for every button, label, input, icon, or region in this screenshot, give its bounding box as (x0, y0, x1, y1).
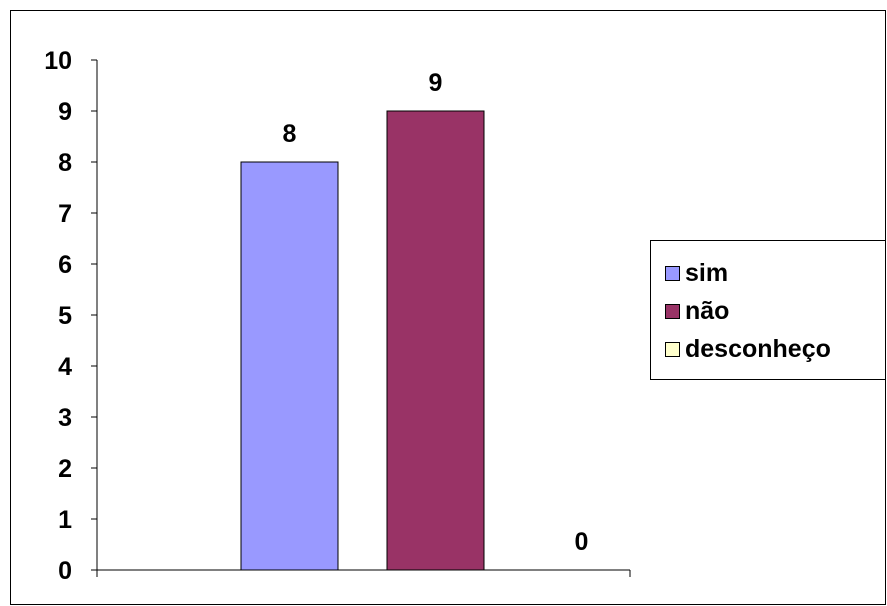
legend-item-sim: sim (665, 258, 728, 288)
legend-item-desconheco: desconheço (665, 334, 831, 364)
y-tick-label-3: 3 (58, 404, 72, 432)
y-tick-label-8: 8 (58, 149, 72, 177)
bars (240, 110, 485, 571)
y-tick-label-2: 2 (58, 455, 72, 483)
legend-label-nao: não (685, 296, 730, 325)
y-tick-label-0: 0 (58, 557, 72, 585)
legend-swatch-desconheco (665, 341, 680, 357)
y-tick-label-6: 6 (58, 251, 72, 279)
bar-sim (240, 161, 339, 571)
chart-legend: sim não desconheço (650, 240, 886, 380)
data-label-desconheco: 0 (575, 528, 589, 556)
y-tick-label-10: 10 (44, 47, 72, 75)
y-tick-label-9: 9 (58, 98, 72, 126)
data-label-nao: 9 (429, 69, 443, 97)
y-tick-label-4: 4 (58, 353, 72, 381)
y-tick-label-5: 5 (58, 302, 72, 330)
legend-label-sim: sim (685, 258, 729, 287)
legend-swatch-sim (665, 265, 680, 281)
legend-swatch-nao (665, 303, 680, 319)
y-tick-label-1: 1 (58, 506, 72, 534)
bar-nao (386, 110, 485, 571)
y-axis: 0 1 2 3 4 5 6 7 8 9 10 (44, 47, 98, 585)
legend-item-nao: não (665, 296, 729, 326)
y-tick-label-7: 7 (58, 200, 72, 228)
x-axis (96, 569, 631, 577)
data-label-sim: 8 (283, 120, 297, 148)
legend-label-desconheco: desconheço (685, 334, 831, 363)
data-labels: 8 9 0 (283, 69, 589, 556)
